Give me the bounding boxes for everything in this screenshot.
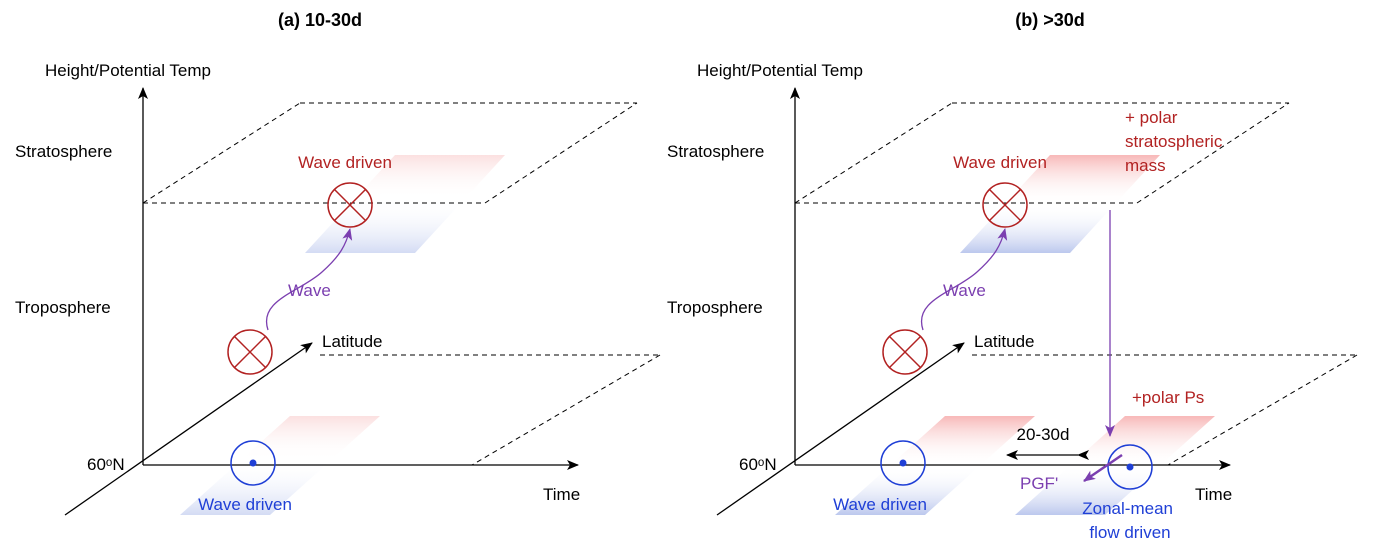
into-page-symbol (227, 182, 373, 375)
label-line: stratospheric (1125, 132, 1223, 151)
out-of-page-dot (899, 459, 907, 467)
y-axis-label: Height/Potential Temp (697, 61, 863, 80)
x-axis-label: Time (1195, 485, 1232, 504)
x-axis-label: Time (543, 485, 580, 504)
panel-title: (b) >30d (1015, 10, 1085, 30)
level-label: Troposphere (15, 298, 111, 317)
origin-label: 60ᵒN (87, 455, 125, 474)
latitude-label: Latitude (974, 332, 1035, 351)
level-label: Stratosphere (667, 142, 764, 161)
plane-edge (142, 102, 301, 204)
pgf-label: PGF' (1020, 474, 1058, 493)
wave-arrow (920, 228, 1008, 331)
mechanism-label: Wave driven (198, 495, 292, 514)
level-label: Troposphere (667, 298, 763, 317)
lag-label: 20-30d (1017, 425, 1070, 444)
mechanism-label: Wave driven (953, 153, 1047, 172)
panel-title: (a) 10-30d (278, 10, 362, 30)
into-page-symbol (882, 182, 1028, 375)
label-line: Zonal-mean (1082, 499, 1173, 518)
origin-label: 60ᵒN (739, 455, 777, 474)
plane-edge (484, 102, 638, 204)
level-label: Stratosphere (15, 142, 112, 161)
plane-edge (1136, 102, 1290, 204)
wave-arrow (265, 228, 353, 331)
mass-label: + polar stratospheric mass (1125, 108, 1227, 175)
plane-edge (471, 354, 661, 466)
latitude-axis (64, 342, 313, 516)
out-of-page-dot (1126, 463, 1134, 471)
label-line: + polar (1125, 108, 1178, 127)
flow-label: Zonal-mean flow driven (1082, 499, 1177, 542)
mechanism-label: Wave driven (298, 153, 392, 172)
out-of-page-symbol (230, 440, 276, 486)
stripe (960, 155, 1160, 253)
wave-label: Wave (288, 281, 331, 300)
ps-label: +polar Ps (1132, 388, 1204, 407)
wave-label: Wave (943, 281, 986, 300)
plane-edge (794, 102, 953, 204)
latitude-axis (716, 342, 965, 516)
out-of-page-dot (249, 459, 257, 467)
label-line: mass (1125, 156, 1166, 175)
label-line: flow driven (1089, 523, 1170, 542)
latitude-label: Latitude (322, 332, 383, 351)
out-of-page-symbol (880, 440, 1153, 490)
mechanism-label: Wave driven (833, 495, 927, 514)
panel-b: (b) >30d Height/Potential Temp Stratosph… (667, 10, 1358, 542)
pgf-arrow (1083, 453, 1123, 483)
plane-edge (1167, 354, 1358, 466)
y-axis-label: Height/Potential Temp (45, 61, 211, 80)
panel-a: (a) 10-30d Height/Potential Temp Stratos… (15, 10, 661, 516)
stripe (305, 155, 505, 253)
